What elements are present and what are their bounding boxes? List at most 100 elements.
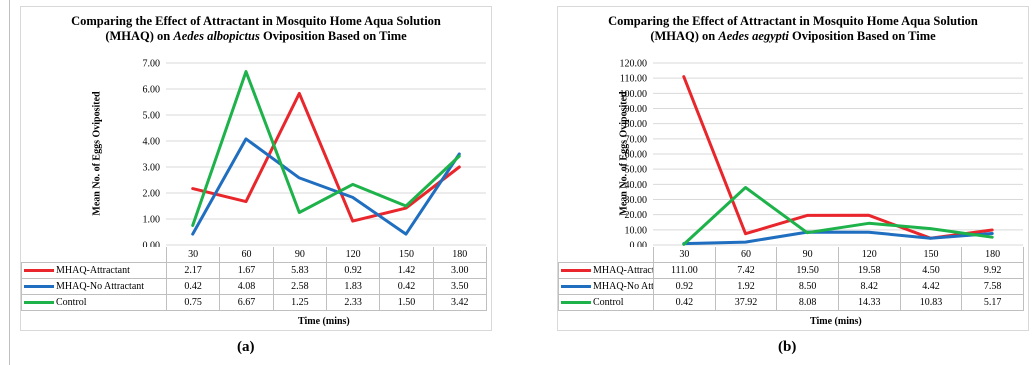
data-label-a-2: 0.42 bbox=[165, 278, 221, 295]
data-table-a: 30 60 90 120 150 180 MHAQ-Attractant 2.17 1.67 5.… bbox=[21, 247, 487, 311]
chart-title-b-species: Aedes aegypti bbox=[718, 29, 789, 43]
x-tick-label-a: 30 bbox=[165, 247, 221, 263]
data-label-b-1: 111.00 bbox=[653, 262, 716, 279]
y-tick-label-b: 30.00 bbox=[625, 195, 648, 206]
y-tick-label-b: 90.00 bbox=[625, 104, 648, 115]
data-label-a-1: 2.17 bbox=[165, 262, 221, 279]
data-label-b-3: 10.83 bbox=[899, 294, 963, 311]
legend-entry-b-3: Control bbox=[558, 294, 654, 311]
y-tick-label-b: 50.00 bbox=[625, 165, 648, 176]
x-axis-label-a: Time (mins) bbox=[298, 316, 350, 327]
x-tick-label-b: 90 bbox=[776, 247, 839, 263]
data-label-a-2: 2.58 bbox=[272, 278, 327, 295]
page-left-rule bbox=[9, 0, 10, 365]
legend-label-a-2: MHAQ-No Attractant bbox=[56, 281, 145, 292]
series-line-a-1 bbox=[191, 91, 461, 223]
series-line-b-1 bbox=[682, 75, 994, 240]
legend-key-b-3 bbox=[561, 301, 591, 305]
x-tick-label-b: 60 bbox=[714, 247, 778, 263]
data-label-a-2: 3.50 bbox=[432, 278, 487, 295]
chart-plot-b: 0.00 10.00 20.00 30.00 40.00 50.00 60.00 70.00 8… bbox=[620, 59, 1023, 248]
x-tick-label-b: 180 bbox=[961, 247, 1024, 263]
x-tick-label-a: 120 bbox=[325, 247, 381, 263]
y-tick-label-b: 0.00 bbox=[630, 241, 648, 248]
data-label-a-3: 3.42 bbox=[432, 294, 487, 311]
data-label-a-3: 0.75 bbox=[165, 294, 221, 311]
legend-key-b-1 bbox=[561, 269, 591, 273]
chart-title-a-post: Oviposition Based on Time bbox=[259, 29, 407, 43]
y-tick-label-a: 7.00 bbox=[143, 59, 161, 70]
data-label-b-1: 4.50 bbox=[899, 262, 963, 279]
series-line-b-3 bbox=[682, 186, 994, 246]
legend-label-b-2: MHAQ-No Attractant bbox=[593, 281, 653, 292]
x-tick-label-a: 90 bbox=[272, 247, 327, 263]
x-tick-label-b: 150 bbox=[899, 247, 963, 263]
table-row: Control 0.42 37.92 8.08 14.33 10.83 5.17 bbox=[558, 294, 1024, 311]
data-label-b-2: 0.92 bbox=[653, 278, 716, 295]
legend-key-a-3 bbox=[24, 301, 54, 305]
table-row: MHAQ-Attractant111.007.4219.5019.584.509… bbox=[558, 262, 1024, 279]
y-tick-label-b: 10.00 bbox=[625, 225, 648, 236]
panel-label-b: (b) bbox=[778, 339, 797, 355]
data-label-a-1: 3.00 bbox=[432, 262, 487, 279]
chart-title-b-line1: Comparing the Effect of Attractant in Mo… bbox=[608, 14, 978, 28]
x-tick-label-b: 120 bbox=[837, 247, 901, 263]
legend-entry-a-2: MHAQ-No Attractant bbox=[21, 278, 167, 295]
data-label-b-3: 8.08 bbox=[776, 294, 839, 311]
legend-label-a-1: MHAQ-Attractant bbox=[56, 265, 130, 276]
data-label-b-1: 9.92 bbox=[961, 262, 1024, 279]
legend-key-a-1 bbox=[24, 269, 54, 273]
chart-title-a: Comparing the Effect of Attractant in Mo… bbox=[21, 14, 491, 44]
series-line-a-3 bbox=[191, 70, 461, 227]
data-label-a-3: 6.67 bbox=[219, 294, 274, 311]
data-label-b-1: 7.42 bbox=[714, 262, 778, 279]
table-row: MHAQ-No Attractant 0.42 4.08 2.58 1.83 0.42 3.… bbox=[21, 278, 487, 295]
data-label-a-2: 0.42 bbox=[379, 278, 434, 295]
chart-title-a-line1: Comparing the Effect of Attractant in Mo… bbox=[71, 14, 441, 28]
x-tick-label-b: 30 bbox=[653, 247, 716, 263]
y-tick-label-a: 5.00 bbox=[143, 111, 161, 122]
table-corner bbox=[22, 247, 167, 263]
data-label-a-1: 1.42 bbox=[379, 262, 434, 279]
data-label-a-3: 1.50 bbox=[379, 294, 434, 311]
y-tick-label-a: 1.00 bbox=[143, 215, 161, 226]
data-label-b-2: 8.42 bbox=[837, 278, 901, 295]
legend-entry-b-1: MHAQ-Attractant bbox=[558, 262, 654, 279]
legend-entry-a-1: MHAQ-Attractant bbox=[21, 262, 167, 279]
y-tick-label-a: 6.00 bbox=[143, 85, 161, 96]
data-label-b-3: 5.17 bbox=[961, 294, 1024, 311]
data-label-a-2: 1.83 bbox=[325, 278, 381, 295]
legend-entry-a-3: Control bbox=[21, 294, 167, 311]
y-tick-label-a: 4.00 bbox=[143, 137, 161, 148]
y-tick-label-b: 70.00 bbox=[625, 134, 648, 145]
table-row: MHAQ-No Attractant0.921.928.508.424.427.… bbox=[558, 278, 1024, 295]
chart-title-a-line2: (MHAQ) on Aedes albopictus Oviposition B… bbox=[21, 29, 491, 44]
data-label-a-1: 0.92 bbox=[325, 262, 381, 279]
legend-entry-b-2: MHAQ-No Attractant bbox=[558, 278, 654, 295]
y-axis-label-b: Mean No. of Eggs Oviposited bbox=[618, 91, 630, 216]
y-axis-label-a: Mean No. of Eggs Oviposited bbox=[91, 91, 103, 216]
legend-key-b-2 bbox=[561, 285, 591, 289]
x-tick-label-a: 180 bbox=[432, 247, 487, 263]
chart-panel-a: Comparing the Effect of Attractant in Mo… bbox=[20, 6, 492, 331]
chart-title-b-post: Oviposition Based on Time bbox=[788, 29, 936, 43]
data-label-b-2: 7.58 bbox=[961, 278, 1024, 295]
legend-label-b-1: MHAQ-Attractant bbox=[593, 265, 653, 276]
y-tick-label-b: 80.00 bbox=[625, 119, 648, 130]
table-row: MHAQ-Attractant 2.17 1.67 5.83 0.92 1.42 3.00 bbox=[21, 262, 487, 279]
y-tick-label-b: 110.00 bbox=[620, 74, 647, 85]
data-label-b-1: 19.58 bbox=[837, 262, 901, 279]
data-label-a-3: 2.33 bbox=[325, 294, 381, 311]
data-label-b-2: 1.92 bbox=[714, 278, 778, 295]
x-axis-label-b: Time (mins) bbox=[810, 316, 862, 327]
data-label-b-1: 19.50 bbox=[776, 262, 839, 279]
legend-label-a-3: Control bbox=[56, 297, 87, 308]
data-label-b-2: 4.42 bbox=[899, 278, 963, 295]
data-label-a-3: 1.25 bbox=[272, 294, 327, 311]
y-tick-label-a: 0.00 bbox=[143, 241, 161, 248]
y-tick-label-b: 20.00 bbox=[625, 210, 648, 221]
data-label-b-3: 0.42 bbox=[653, 294, 716, 311]
data-label-b-2: 8.50 bbox=[776, 278, 839, 295]
chart-title-b: Comparing the Effect of Attractant in Mo… bbox=[558, 14, 1028, 44]
chart-panel-b: Comparing the Effect of Attractant in Mo… bbox=[557, 6, 1029, 331]
